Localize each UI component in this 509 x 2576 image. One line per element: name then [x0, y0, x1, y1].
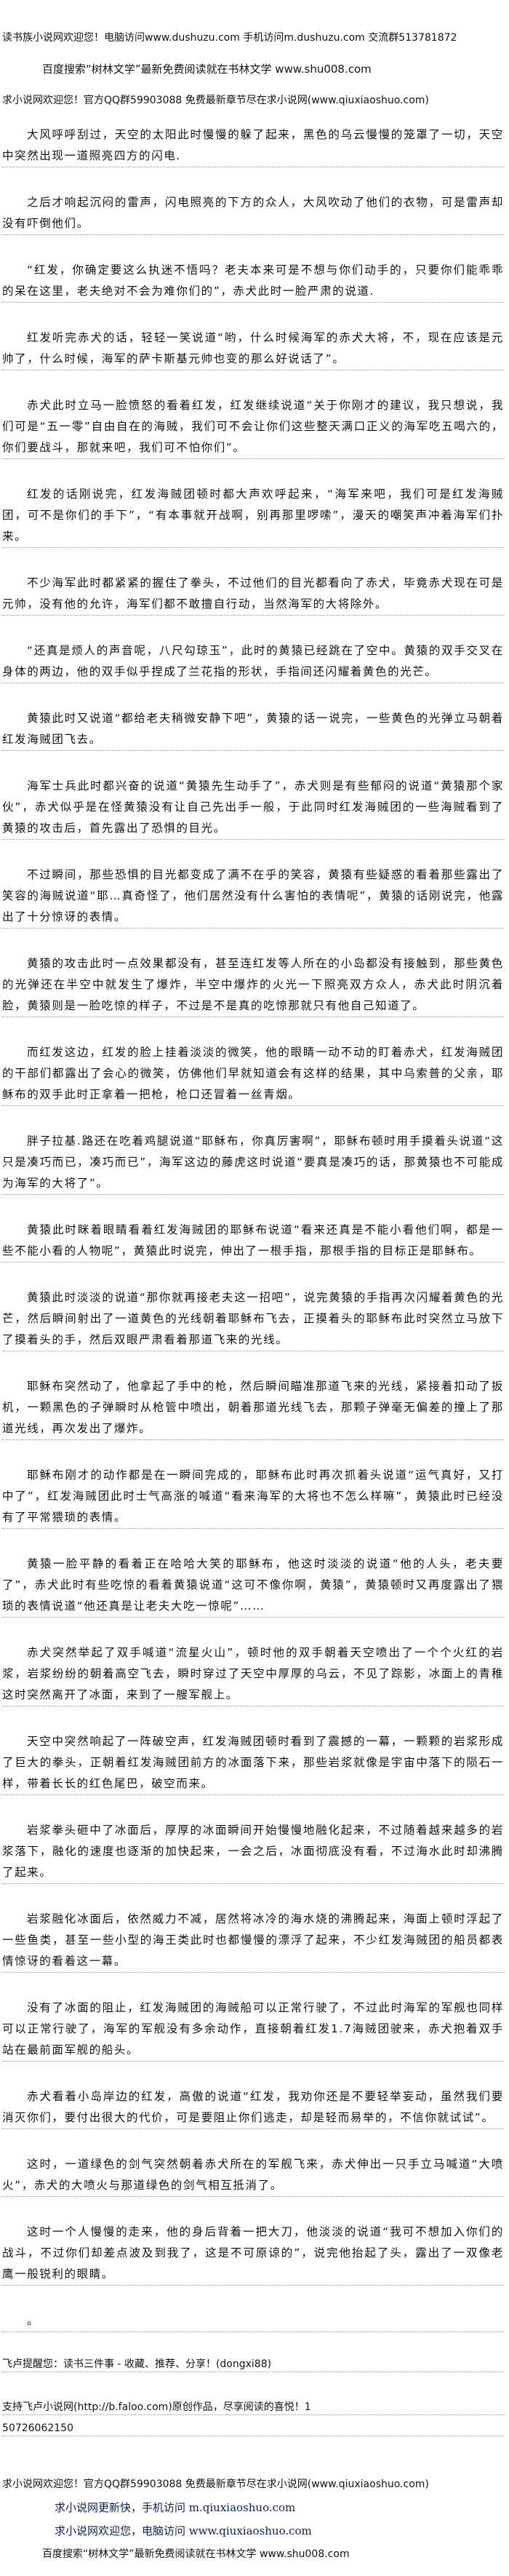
- paragraph: 岩浆拳头砸中了冰面后，厚厚的冰面瞬间开始慢慢地融化起来，不过随着越来越多的岩浆落…: [2, 1820, 504, 1884]
- paragraph: 这时，一道绿色的剑气突然朝着赤犬所在的军舰飞来，赤犬伸出一只手立马喊道“大喷火”…: [2, 2154, 504, 2197]
- paragraph: 海军士兵此时都兴奋的说道“黄猿先生动手了”，赤犬则是有些郁闷的说道“黄猿那个家伙…: [2, 776, 504, 840]
- paragraph: “红发，你确定要这么执迷不悟吗？老夫本来可是不想与你们动手的，只要你们能乖乖的呆…: [2, 260, 504, 303]
- paragraph: 不过瞬间，那些恐惧的目光都变成了满不在乎的笑容，黄猿有些疑惑的看着那些露出了笑容…: [2, 864, 504, 929]
- reminder-text: 飞卢提醒您：读书三件事 - 收藏、推荐、分享！(dongxi88): [2, 2357, 504, 2372]
- paragraph: 耶稣布突然动了，他拿起了手中的枪，然后瞬间瞄准那道飞来的光线，紧接着扣动了扳机，…: [2, 1376, 504, 1440]
- mobile-access-link[interactable]: 求小说网更新快，手机访问 m.qiuxiaoshuo.com: [55, 2501, 296, 2514]
- pc-access-link[interactable]: 求小说网欢迎您，电脑访问 www.qiuxiaoshuo.com: [55, 2524, 312, 2537]
- paragraph: 赤犬看着小岛岸边的红发，高傲的说道“红发，我劝你还是不要轻举妄动，虽然我们要消灭…: [2, 2086, 504, 2129]
- paragraph: 赤犬此时立马一脸愤怒的看着红发，红发继续说道“关于你刚才的建议，我只想说，我们可…: [2, 395, 504, 459]
- paragraph: 红发的话刚说完，红发海贼团顿时都大声欢呼起来，“海军来吧，我们可是红发海贼团，可…: [2, 484, 504, 548]
- site-banner-qiuxiaoshuo: 求小说网欢迎您！官方QQ群59903088 免费最新章节尽在求小说网(www.q…: [2, 95, 429, 106]
- paragraph: 黄猿此时淡淡的说道“那你就再接老夫这一招吧”，说完黄猿的手指再次闪耀着黄色的光芒…: [2, 1287, 504, 1351]
- paragraph: “还真是烦人的声音呢，八尺勾琼玉”，此时的黄猿已经跳在了空中。黄猿的双手交叉在身…: [2, 640, 504, 683]
- paragraph: 黄猿此时眯着眼睛看着红发海贼团的耶稣布说道“看来还真是不能小看他们啊，都是一些不…: [2, 1220, 504, 1263]
- paragraph: 不少海军此时都紧紧的握住了拳头，不过他们的目光都看向了赤犬，毕竟赤犬现在可是元帅…: [2, 573, 504, 616]
- paragraph: 岩浆融化冰面后，依然威力不减，居然将冰冷的海水烧的沸腾起来，海面上顿时浮起了一些…: [2, 1909, 504, 1973]
- support-text: 支持飞卢小说网(http://b.faloo.com)原创作品，尽享阅读的喜悦！…: [2, 2400, 504, 2415]
- paragraph: 黄猿的攻击此时一点效果都没有，甚至连红发等人所在的小岛都没有接触到，那些黄色的光…: [2, 953, 504, 1017]
- paragraph: 没有了冰面的阻止，红发海贼团的海贼船可以正常行驶了，不过此时海军的军舰也同样可以…: [2, 1997, 504, 2062]
- paragraph: 而红发这边，红发的脸上挂着淡淡的微笑，他的眼睛一动不动的盯着赤犬，红发海贼团的干…: [2, 1042, 504, 1106]
- qiuxiaoshuo-welcome: 求小说网欢迎您！官方QQ群59903088 免费最新章节尽在求小说网(www.q…: [2, 2478, 429, 2490]
- baidu-search-banner: 百度搜索“树林文学”最新免费阅读就在书林文学 www.shu008.com: [42, 2548, 350, 2560]
- paragraph: 红发听完赤犬的话，轻轻一笑说道“哟，什么时候海军的赤犬大将，不，现在应该是元帅了…: [2, 327, 504, 370]
- paragraph: 赤犬突然举起了双手喊道“流星火山”，顿时他的双手朝着天空喷出了一个个火红的岩浆，…: [2, 1642, 504, 1706]
- paragraph: 大风呼呼刮过，天空的太阳此时慢慢的躲了起来，黑色的乌云慢慢的笼罩了一切，天空中突…: [2, 124, 504, 167]
- paragraph: 黄猿此时又说道“都给老夫稍微安静下吧”，黄猿的话一说完，一些黄色的光弹立马朝着红…: [2, 708, 504, 751]
- paragraph: 。: [2, 2310, 504, 2332]
- paragraph: 耶稣布刚才的动作都是在一瞬间完成的，耶稣布此时再次抓着头说道“运气真好，又打中了…: [2, 1465, 504, 1529]
- site-banner-shu008: 百度搜索“树林文学”最新免费阅读就在书林文学 www.shu008.com: [42, 63, 372, 76]
- paragraph: 这时一个人慢慢的走来，他的身后背着一把大刀，他淡淡的说道“我可不想加入你们的战斗…: [2, 2222, 504, 2286]
- chapter-content: 大风呼呼刮过，天空的太阳此时慢慢的躲了起来，黑色的乌云慢慢的笼罩了一切，天空中突…: [2, 124, 504, 2332]
- paragraph: 黄猿一脸平静的看着正在哈哈大笑的耶稣布，他这时淡淡的说道“他的人头，老夫要了”，…: [2, 1554, 504, 1618]
- code-text: 50726062150: [2, 2421, 504, 2436]
- paragraph: 之后才响起沉闷的雷声，闪电照亮的下方的众人，大风吹动了他们的衣物，可是雷声却没有…: [2, 192, 504, 235]
- site-banner-dushuzu: 读书族小说网欢迎您！电脑访问www.dushuzu.com 手机访问m.dush…: [2, 32, 457, 44]
- paragraph: 胖子拉基.路还在吃着鸡腿说道“耶稣布，你真厉害啊”，耶稣布顿时用手摸着头说道“这…: [2, 1131, 504, 1195]
- paragraph: 天空中突然响起了一阵破空声，红发海贼团顿时看到了震撼的一幕，一颗颗的岩浆形成了巨…: [2, 1731, 504, 1795]
